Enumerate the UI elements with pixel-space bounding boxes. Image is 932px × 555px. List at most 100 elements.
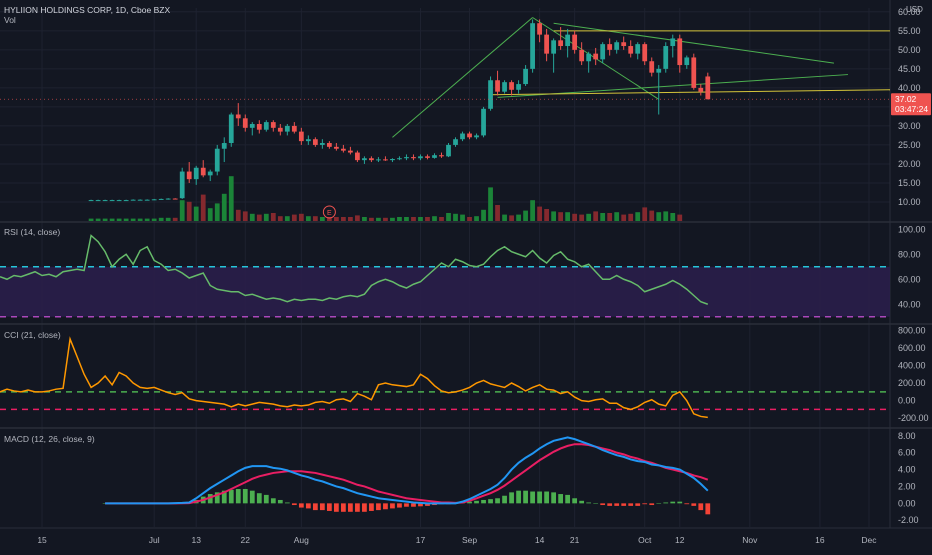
earnings-marker-icon bbox=[322, 205, 336, 219]
price-axis-tick-label: 20.00 bbox=[898, 159, 921, 169]
volume-label: Vol bbox=[4, 15, 16, 25]
macd-histogram-bar bbox=[355, 503, 360, 512]
volume-bar bbox=[109, 218, 115, 221]
candle-body bbox=[621, 42, 627, 47]
candle-body bbox=[404, 157, 409, 159]
volume-bar bbox=[467, 217, 472, 221]
candle-body bbox=[193, 167, 199, 180]
volume-bar bbox=[362, 217, 367, 221]
horizontal-line bbox=[490, 89, 891, 96]
volume-bar bbox=[579, 214, 585, 221]
candle-body bbox=[291, 125, 297, 132]
time-axis-tick-label: Dec bbox=[861, 535, 877, 545]
macd-histogram-bar bbox=[670, 501, 676, 504]
macd-histogram-bar bbox=[326, 503, 332, 511]
macd-histogram-bar bbox=[362, 503, 367, 512]
rsi-axis-tick-label: 100.00 bbox=[898, 224, 926, 234]
candle-body bbox=[677, 38, 683, 66]
candle-body bbox=[558, 40, 564, 47]
macd-histogram-bar bbox=[333, 503, 339, 512]
macd-histogram-bar bbox=[614, 503, 620, 506]
volume-bar bbox=[558, 212, 564, 221]
volume-bar bbox=[621, 214, 627, 221]
volume-bar bbox=[270, 213, 276, 221]
candle-body bbox=[586, 53, 592, 62]
macd-title: MACD (12, 26, close, 9) bbox=[4, 434, 95, 444]
candle-body bbox=[684, 57, 690, 66]
candle-body bbox=[425, 156, 430, 158]
macd-histogram-bar bbox=[544, 491, 549, 504]
macd-histogram-bar bbox=[628, 503, 634, 506]
macd-histogram-bar bbox=[467, 501, 472, 504]
candle-body bbox=[186, 171, 192, 180]
volume-bar bbox=[179, 200, 185, 221]
macd-histogram-bar bbox=[270, 498, 276, 504]
candle-body bbox=[523, 68, 528, 85]
candle-body bbox=[326, 143, 332, 147]
volume-bar bbox=[425, 217, 430, 221]
price-axis-tick-label: 30.00 bbox=[898, 121, 921, 131]
macd-histogram-bar bbox=[523, 490, 528, 504]
macd-histogram-bar bbox=[586, 502, 592, 504]
macd-histogram-bar bbox=[305, 503, 311, 509]
currency-label: USD bbox=[906, 5, 923, 14]
candle-body bbox=[600, 44, 606, 60]
volume-bar bbox=[404, 217, 409, 221]
candle-body bbox=[593, 53, 599, 60]
volume-bar bbox=[130, 218, 136, 221]
price-axis-tick-label: 60.00 bbox=[898, 7, 921, 17]
candle-body bbox=[341, 148, 346, 151]
macd-histogram-bar bbox=[621, 503, 627, 506]
volume-bar bbox=[95, 218, 101, 221]
time-axis-tick-label: Sep bbox=[462, 535, 477, 545]
macd-axis-tick-label: 0.00 bbox=[898, 498, 916, 508]
candle-body bbox=[88, 200, 94, 202]
volume-bar bbox=[123, 218, 129, 221]
macd-axis-tick-label: 4.00 bbox=[898, 465, 916, 475]
volume-bar bbox=[411, 217, 416, 221]
time-axis-tick-label: Nov bbox=[742, 535, 758, 545]
macd-histogram-bar bbox=[649, 503, 655, 506]
price-axis-tick-label: 40.00 bbox=[898, 83, 921, 93]
volume-bar bbox=[418, 217, 423, 221]
volume-bar bbox=[642, 207, 648, 221]
macd-histogram-bar bbox=[481, 499, 486, 504]
volume-bar bbox=[221, 193, 227, 221]
macd-axis-tick-label: 8.00 bbox=[898, 431, 916, 441]
candle-body bbox=[369, 158, 374, 161]
candle-body bbox=[151, 199, 157, 201]
volume-bar bbox=[263, 213, 269, 221]
candles bbox=[88, 19, 711, 202]
candle-body bbox=[284, 125, 290, 132]
candle-body bbox=[333, 146, 339, 149]
trendline bbox=[392, 17, 533, 138]
candle-body bbox=[642, 44, 648, 62]
candle-body bbox=[635, 44, 641, 54]
candle-body bbox=[376, 159, 381, 161]
macd-signal-line bbox=[105, 443, 709, 505]
candle-body bbox=[228, 114, 234, 144]
macd-histogram-bar bbox=[242, 488, 248, 504]
volume-bar bbox=[348, 217, 353, 221]
volume-bar bbox=[523, 210, 528, 221]
candle-body bbox=[390, 159, 395, 161]
candle-body bbox=[565, 34, 571, 47]
macd-histogram-bar bbox=[474, 500, 479, 504]
candle-body bbox=[488, 80, 493, 109]
volume-bar bbox=[298, 213, 304, 221]
macd-histogram-bar bbox=[418, 503, 423, 507]
price-axis-tick-label: 15.00 bbox=[898, 178, 921, 188]
macd-histogram-bar bbox=[390, 503, 395, 509]
candle-body bbox=[200, 167, 206, 176]
volume-bar bbox=[446, 213, 451, 221]
volume-bar bbox=[151, 218, 157, 221]
volume-bar bbox=[249, 213, 255, 221]
cci-axis-tick-label: -200.00 bbox=[898, 413, 929, 423]
volume-bars bbox=[88, 176, 683, 221]
candle-body bbox=[432, 155, 437, 158]
macd-histogram-bar bbox=[502, 495, 507, 504]
candle-body bbox=[439, 155, 444, 157]
volume-bar bbox=[565, 212, 571, 221]
